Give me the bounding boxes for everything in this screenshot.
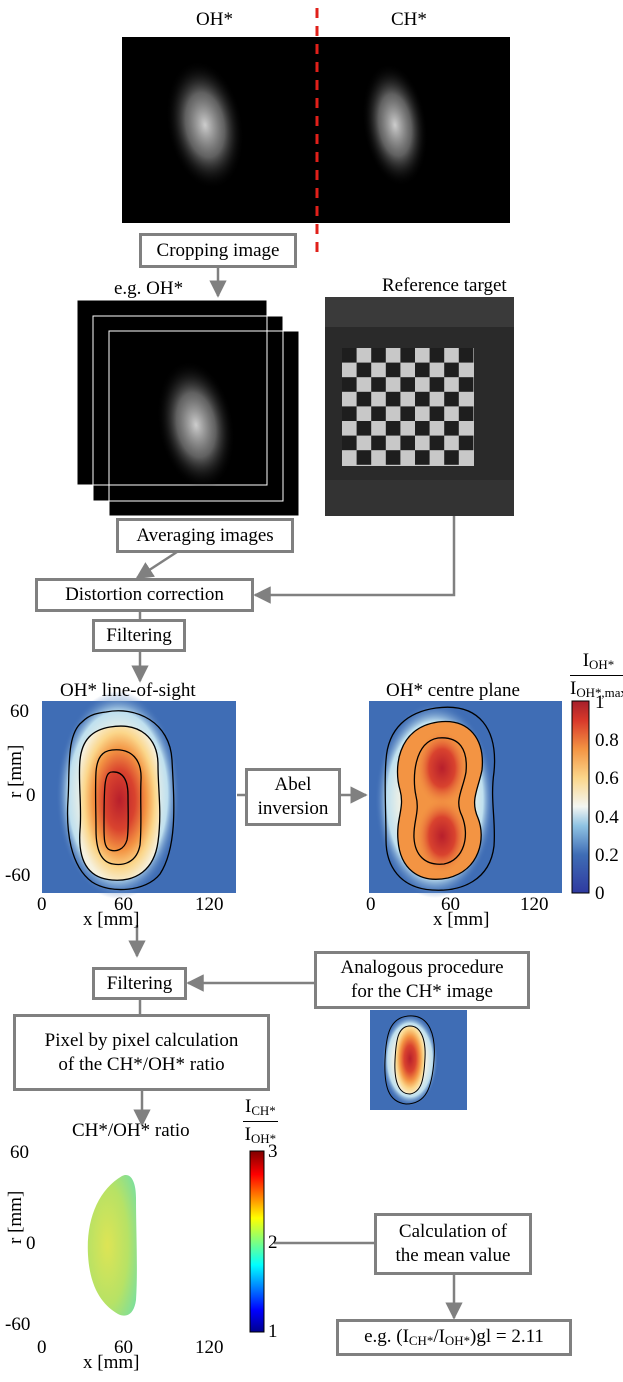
cbar2-tick: 2 [268,1233,278,1252]
cbar1-tick: 0.2 [595,846,619,865]
ylabel: r [mm] [6,1191,25,1244]
label-ch: CH* [391,10,427,29]
pixel-ratio-box: Pixel by pixel calculation of the CH*/OH*… [13,1014,270,1091]
ylabel: r [mm] [6,745,25,798]
checker-square [444,450,459,465]
checker-square [357,392,372,407]
xtick: 120 [520,895,549,914]
distortion-box: Distortion correction [35,578,254,612]
xlabel: x [mm] [83,1353,139,1372]
checker-square [459,436,474,451]
checker-square [386,392,401,407]
xtick: 120 [195,1338,224,1357]
checker-square [357,421,372,436]
abel-inversion-box: Abel inversion [245,768,341,826]
cbar1-tick: 0 [595,884,605,903]
checker-square [430,436,445,451]
checker-square [357,363,372,378]
xtick: 0 [37,1338,47,1357]
checker-square [371,348,386,363]
label-reference-target: Reference target [382,276,507,295]
title-centre-plane: OH* centre plane [386,681,520,700]
ratio-map [42,1143,236,1335]
checker-square [444,392,459,407]
checker-square [357,450,372,465]
filtering-box-1: Filtering [92,619,186,652]
ytick: 60 [10,702,29,721]
ytick: 0 [26,786,36,805]
cbar2-tick: 3 [268,1142,278,1161]
checker-square [342,377,357,392]
checker-square [371,436,386,451]
result-box: e.g. (ICH*/IOH*)gl = 2.11 [336,1319,572,1356]
checker-square [400,377,415,392]
checker-square [430,406,445,421]
xtick: 0 [37,895,47,914]
checker-square [342,406,357,421]
reference-target-image [325,297,514,516]
xtick: 120 [195,895,224,914]
checker-square [459,348,474,363]
label-oh: OH* [196,10,233,29]
cbar2-tick: 1 [268,1322,278,1341]
ytick: -60 [5,1315,30,1334]
colorbar-intensity [572,701,589,893]
checker-square [444,363,459,378]
checker-square [386,450,401,465]
checker-square [415,363,430,378]
cbar1-tick: 0.6 [595,769,619,788]
checker-square [400,406,415,421]
ytick: 0 [26,1234,36,1253]
checker-square [430,377,445,392]
ytick: -60 [5,866,30,885]
checker-square [386,363,401,378]
mean-value-box: Calculation of the mean value [374,1213,532,1275]
checker-square [342,348,357,363]
cbar1-tick: 0.4 [595,808,619,827]
title-ratio: CH*/OH* ratio [72,1121,190,1140]
averaging-box: Averaging images [116,518,294,553]
heatmap-line-of-sight [42,691,236,899]
analogous-procedure-box: Analogous procedure for the CH* image [314,951,530,1009]
ch-thumbnail [370,1010,467,1110]
colorbar-ratio [250,1151,264,1332]
averaged-image-stack [77,300,299,516]
checker-square [444,421,459,436]
checker-square [430,348,445,363]
checker-square [342,436,357,451]
xlabel: x [mm] [433,910,489,929]
cropping-box: Cropping image [139,233,297,268]
checker-square [400,436,415,451]
checker-square [459,377,474,392]
xtick: 0 [366,895,376,914]
checker-square [386,421,401,436]
checker-square [415,421,430,436]
xlabel: x [mm] [83,910,139,929]
checker-square [400,348,415,363]
checker-square [371,406,386,421]
label-eg-oh: e.g. OH* [114,279,183,298]
heatmap-centre-plane [369,701,562,898]
ytick: 60 [10,1143,29,1162]
cbar1-tick: 0.8 [595,731,619,750]
checker-square [415,450,430,465]
title-line-of-sight: OH* line-of-sight [60,681,196,700]
cbar1-tick: 1 [595,693,605,712]
colorbar2-label: ICH* IOH* [243,1097,278,1146]
checker-square [459,406,474,421]
checker-square [371,377,386,392]
filtering-box-2: Filtering [92,967,187,1000]
checker-square [415,392,430,407]
